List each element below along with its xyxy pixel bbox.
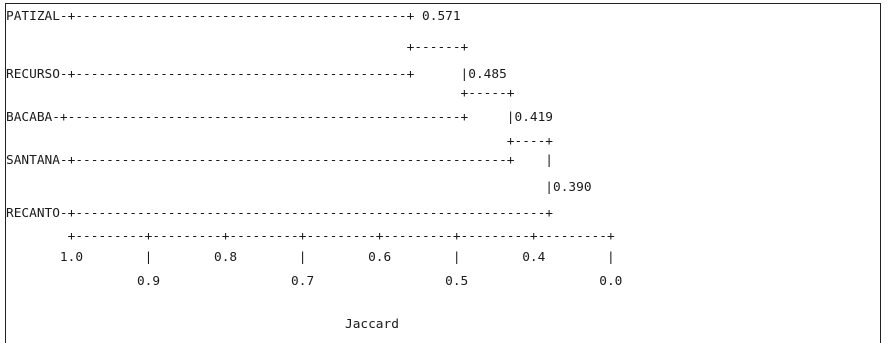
dendrogram-line-recanto: RECANTO-+-------------------------------… [6,206,554,221]
dendrogram-connector-2: +-----+ [6,86,515,101]
dendrogram-line-bacaba: BACABA-+--------------------------------… [6,110,554,125]
dendrogram-connector-1: +------+ [6,40,469,55]
dendrogram-line-patizal: PATIZAL-+-------------------------------… [6,9,461,24]
axis-ruler: +---------+---------+---------+---------… [6,229,615,244]
dendrogram-connector-4: |0.390 [6,180,592,195]
dendrogram-line-santana: SANTANA-+-------------------------------… [6,153,554,168]
dendrogram-panel: PATIZAL-+-------------------------------… [5,3,881,343]
axis-ticks-upper: 1.0 | 0.8 | 0.6 | 0.4 | [6,250,615,265]
axis-ticks-lower: 0.9 0.7 0.5 0.0 [6,274,623,289]
axis-title: Jaccard [6,317,399,332]
dendrogram-connector-3: +----+ [6,134,554,149]
dendrogram-line-recurso: RECURSO-+-------------------------------… [6,67,507,82]
